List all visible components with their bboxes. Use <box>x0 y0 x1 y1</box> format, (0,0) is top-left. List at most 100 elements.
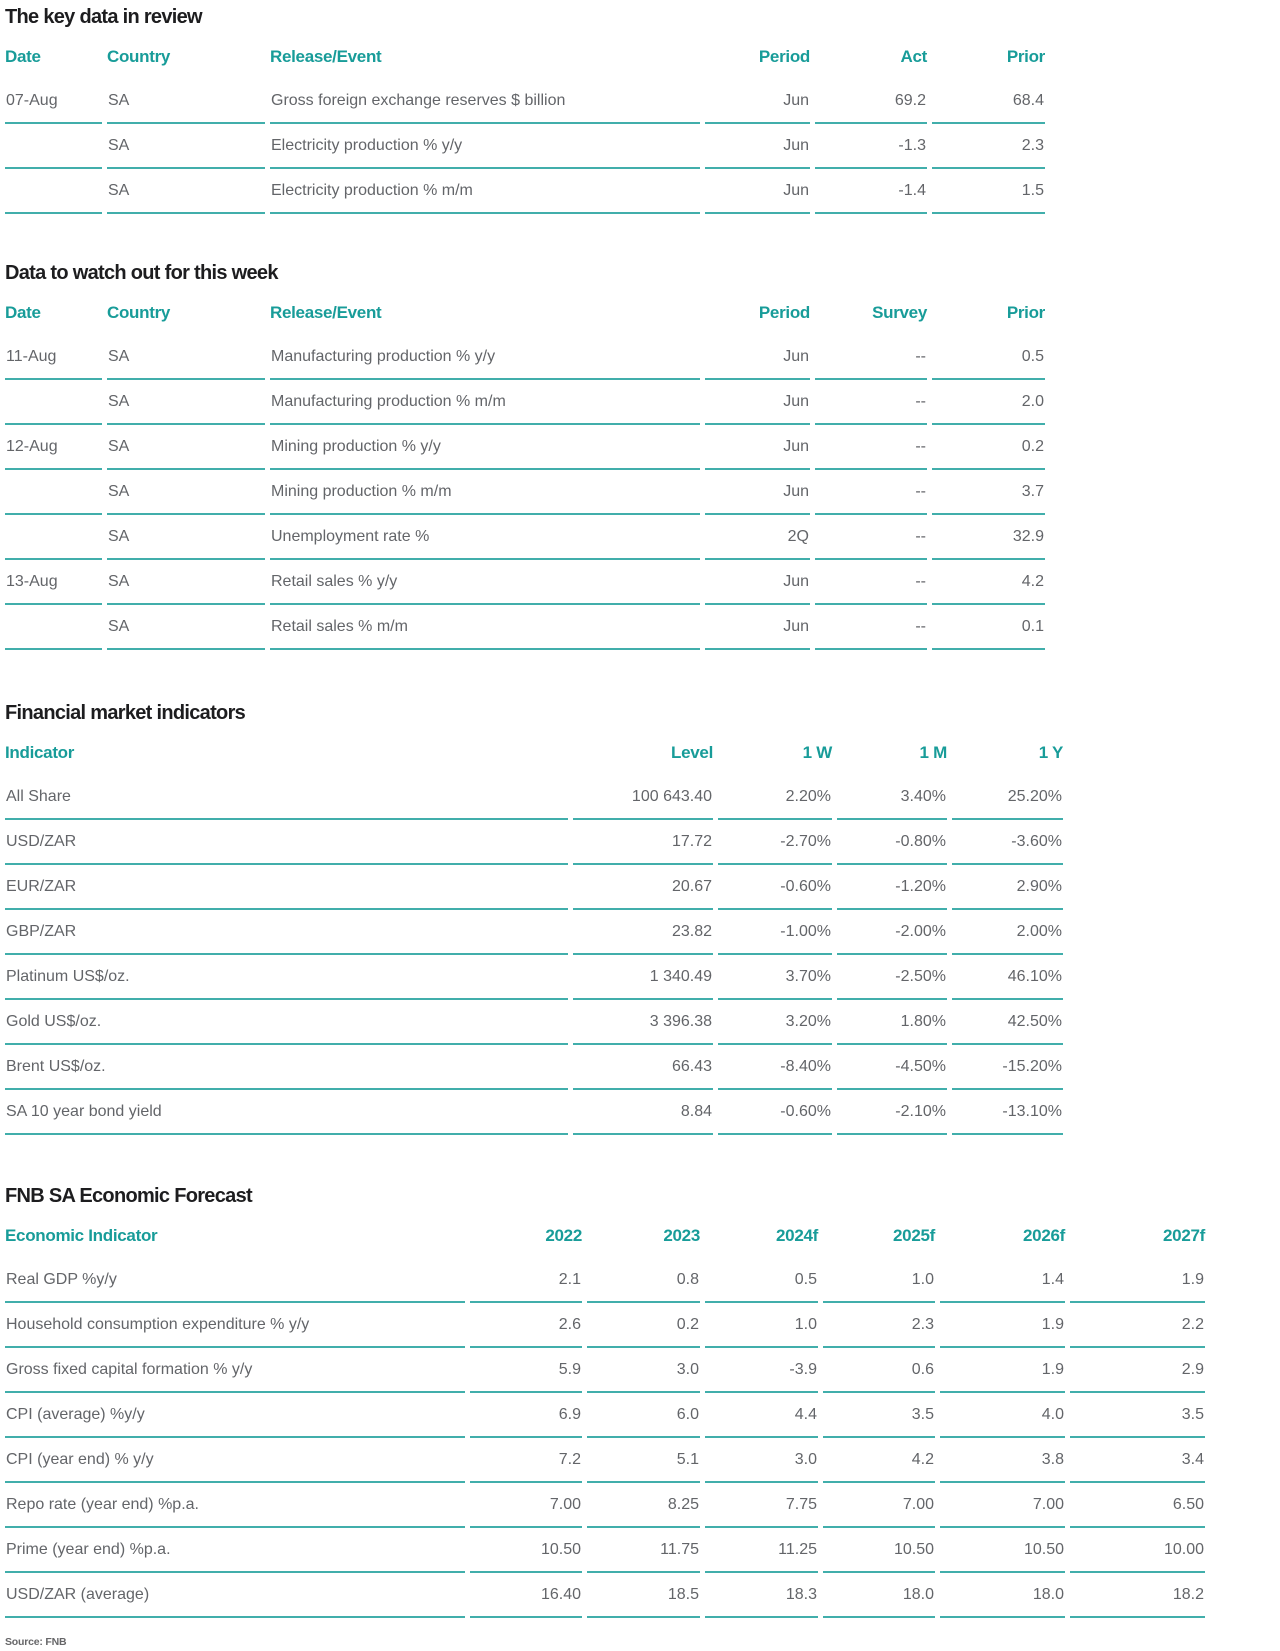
table-cell: 6.9 <box>470 1393 582 1438</box>
table-cell: -- <box>815 560 927 605</box>
table-cell: SA <box>107 335 265 380</box>
table-cell: Platinum US$/oz. <box>5 955 568 1000</box>
section-key-data-review: The key data in review Date Country Releas… <box>0 6 1280 214</box>
table-cell: 66.43 <box>573 1045 713 1090</box>
table-row: 11-Aug SA Manufacturing production % y/y Ju… <box>5 335 1045 380</box>
table-cell: 5.9 <box>470 1348 582 1393</box>
column-header: Release/Event <box>270 303 382 322</box>
column-header: Country <box>107 303 171 322</box>
table-cell: -1.00% <box>718 910 832 955</box>
economic-report: The key data in review Date Country Releas… <box>0 6 1280 1648</box>
table-cell: 6.0 <box>587 1393 700 1438</box>
table-row: Gold US$/oz. 3 396.38 3.20% 1.80% 42.50% <box>5 1000 1063 1045</box>
header-row: Economic Indicator 2022 2023 2024f 2025f 2026… <box>5 1220 1205 1258</box>
table-cell: 1 340.49 <box>573 955 713 1000</box>
table-cell: 1.9 <box>1070 1258 1205 1303</box>
table-cell: 1.80% <box>837 1000 947 1045</box>
table-cell: 7.75 <box>705 1483 818 1528</box>
header-row: Date Country Release/Event Period Act Prior <box>5 41 1045 79</box>
table-cell: 3.7 <box>932 470 1045 515</box>
table-cell: Mining production % m/m <box>270 470 700 515</box>
table-cell: -1.3 <box>815 124 927 169</box>
table-body: 11-Aug SA Manufacturing production % y/y Ju… <box>5 335 1045 650</box>
table-row: Repo rate (year end) %p.a. 7.00 8.25 7.75 7.… <box>5 1483 1205 1528</box>
table-cell: Unemployment rate % <box>270 515 700 560</box>
table-row: SA Electricity production % m/m Jun -1.4 1.5 <box>5 169 1045 214</box>
table-cell: Brent US$/oz. <box>5 1045 568 1090</box>
table-cell: 8.25 <box>587 1483 700 1528</box>
column-header: Indicator <box>5 743 75 762</box>
table-cell: GBP/ZAR <box>5 910 568 955</box>
table-cell: Electricity production % y/y <box>270 124 700 169</box>
table-cell: 2Q <box>705 515 810 560</box>
table-cell: CPI (year end) % y/y <box>5 1438 465 1483</box>
table-cell: Jun <box>705 169 810 214</box>
table-cell: 16.40 <box>470 1573 582 1618</box>
table-cell: -1.4 <box>815 169 927 214</box>
section-economic-forecast: FNB SA Economic Forecast Economic Indica… <box>0 1185 1280 1618</box>
table-cell: -2.70% <box>718 820 832 865</box>
table-cell: EUR/ZAR <box>5 865 568 910</box>
table-cell: 2.2 <box>1070 1303 1205 1348</box>
table-cell: SA <box>107 470 265 515</box>
column-header: 1 Y <box>1038 743 1064 762</box>
table-cell: USD/ZAR (average) <box>5 1573 465 1618</box>
table-cell: 10.50 <box>940 1528 1065 1573</box>
table-cell: Jun <box>705 560 810 605</box>
table-cell: 4.0 <box>940 1393 1065 1438</box>
table-row: CPI (year end) % y/y 7.2 5.1 3.0 4.2 3.8 3.4 <box>5 1438 1205 1483</box>
table-cell: SA <box>107 515 265 560</box>
column-header: Prior <box>1006 47 1045 66</box>
table-row: SA 10 year bond yield 8.84 -0.60% -2.10% -13… <box>5 1090 1063 1135</box>
table-cell: SA <box>107 560 265 605</box>
table-cell: SA <box>107 124 265 169</box>
table-cell: 12-Aug <box>5 425 102 470</box>
column-header: Act <box>900 47 928 66</box>
table-cell: 0.6 <box>823 1348 935 1393</box>
table-cell: Retail sales % y/y <box>270 560 700 605</box>
table-cell: 1.0 <box>705 1303 818 1348</box>
table-cell: Jun <box>705 79 810 124</box>
table-cell: Household consumption expenditure % y/y <box>5 1303 465 1348</box>
header-row: Date Country Release/Event Period Survey Prio… <box>5 297 1045 335</box>
table-cell: Gold US$/oz. <box>5 1000 568 1045</box>
table-row: Household consumption expenditure % y/y 2… <box>5 1303 1205 1348</box>
table-cell: 18.2 <box>1070 1573 1205 1618</box>
financial-indicators-table: Indicator Level 1 W 1 M 1 Y All Share 100 643… <box>0 737 1068 1135</box>
table-cell: 2.90% <box>952 865 1063 910</box>
table-body: All Share 100 643.40 2.20% 3.40% 25.20% USD/Z… <box>5 775 1063 1135</box>
column-header: 2023 <box>663 1226 700 1245</box>
table-body: Real GDP %y/y 2.1 0.8 0.5 1.0 1.4 1.9 Household… <box>5 1258 1205 1618</box>
column-header: Release/Event <box>270 47 382 66</box>
table-cell: 2.20% <box>718 775 832 820</box>
table-cell: 3.70% <box>718 955 832 1000</box>
table-cell: 69.2 <box>815 79 927 124</box>
table-cell: 2.3 <box>823 1303 935 1348</box>
table-cell: -3.9 <box>705 1348 818 1393</box>
table-cell: 5.1 <box>587 1438 700 1483</box>
table-cell: All Share <box>5 775 568 820</box>
table-row: SA Manufacturing production % m/m Jun -- 2.0 <box>5 380 1045 425</box>
table-cell: -2.00% <box>837 910 947 955</box>
table-cell: -0.60% <box>718 1090 832 1135</box>
source-note: Source: FNB <box>5 1636 67 1648</box>
table-cell: 2.00% <box>952 910 1063 955</box>
table-cell: 1.5 <box>932 169 1045 214</box>
table-cell: SA 10 year bond yield <box>5 1090 568 1135</box>
table-row: SA Unemployment rate % 2Q -- 32.9 <box>5 515 1045 560</box>
table-cell: 100 643.40 <box>573 775 713 820</box>
section-title: Data to watch out for this week <box>5 262 278 284</box>
table-row: SA Mining production % m/m Jun -- 3.7 <box>5 470 1045 515</box>
table-cell: -0.80% <box>837 820 947 865</box>
table-row: Prime (year end) %p.a. 10.50 11.75 11.25 10.… <box>5 1528 1205 1573</box>
table-cell: 3.40% <box>837 775 947 820</box>
table-cell: 68.4 <box>932 79 1045 124</box>
column-header: 2022 <box>545 1226 582 1245</box>
table-cell: 7.00 <box>823 1483 935 1528</box>
table-cell: SA <box>107 169 265 214</box>
table-cell: -- <box>815 605 927 650</box>
table-cell: 3.5 <box>823 1393 935 1438</box>
table-cell: 0.8 <box>587 1258 700 1303</box>
table-cell: -2.50% <box>837 955 947 1000</box>
table-cell: Jun <box>705 425 810 470</box>
